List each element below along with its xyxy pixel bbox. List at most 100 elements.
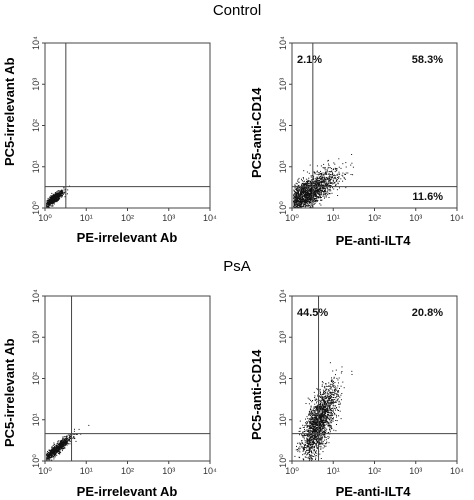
data-point <box>330 395 332 397</box>
data-point <box>331 407 333 409</box>
data-point <box>320 394 322 396</box>
data-point <box>55 454 56 456</box>
data-point <box>310 437 312 439</box>
data-point <box>297 191 298 193</box>
data-point <box>328 403 330 405</box>
data-point <box>301 201 303 203</box>
data-point <box>328 178 330 180</box>
data-point <box>66 441 68 443</box>
data-point <box>321 399 323 401</box>
data-point <box>328 409 330 411</box>
data-point <box>49 452 51 454</box>
data-point <box>325 406 327 408</box>
data-point <box>295 195 297 197</box>
data-point <box>321 437 323 439</box>
data-point <box>308 448 310 450</box>
data-point <box>331 192 333 194</box>
data-point <box>316 188 318 190</box>
data-point <box>333 380 334 382</box>
data-point <box>313 188 315 190</box>
data-point <box>315 198 317 199</box>
data-point <box>309 437 311 438</box>
data-point <box>320 448 322 450</box>
data-point <box>293 198 295 200</box>
data-point <box>48 456 50 458</box>
data-point <box>51 201 53 203</box>
data-point <box>308 425 310 427</box>
data-point <box>311 419 313 421</box>
data-point <box>299 430 301 432</box>
data-point <box>296 192 298 194</box>
data-point <box>321 423 323 425</box>
data-point <box>300 187 302 189</box>
data-point <box>66 193 68 195</box>
data-point <box>294 197 296 199</box>
data-point <box>330 399 332 401</box>
quadrant-label-upper-left: 44.5% <box>297 307 328 319</box>
data-point <box>333 188 335 190</box>
data-point <box>314 431 316 433</box>
data-point <box>311 415 313 417</box>
data-point <box>296 203 298 205</box>
data-point <box>306 440 308 441</box>
data-point <box>330 388 332 390</box>
data-point <box>63 438 65 440</box>
data-point <box>304 180 305 182</box>
data-point <box>47 205 49 207</box>
data-point <box>313 450 315 452</box>
data-point <box>323 427 325 428</box>
data-point <box>336 399 338 401</box>
data-point <box>351 370 353 372</box>
data-point <box>313 171 315 173</box>
data-point <box>327 400 329 402</box>
data-point <box>321 398 323 400</box>
data-point <box>325 196 327 198</box>
data-point <box>67 189 69 191</box>
data-point <box>304 204 306 206</box>
data-point <box>62 444 63 445</box>
data-point <box>303 436 305 438</box>
data-point <box>323 402 325 403</box>
data-point <box>310 441 312 443</box>
data-point <box>333 401 335 403</box>
data-point <box>315 437 317 438</box>
data-point <box>308 414 310 416</box>
data-point <box>309 188 311 189</box>
data-point <box>328 397 330 399</box>
data-point <box>302 458 304 460</box>
y-tick-label: 10² <box>31 372 41 385</box>
data-point <box>331 414 333 416</box>
data-point <box>331 413 333 415</box>
data-point <box>310 185 312 187</box>
data-point <box>316 407 318 409</box>
data-point <box>329 415 331 417</box>
data-point <box>328 398 330 400</box>
data-point <box>61 189 63 191</box>
data-point <box>311 452 313 453</box>
data-point <box>298 197 300 199</box>
data-point <box>320 173 322 175</box>
x-axis-label: PE-anti-ILT4 <box>335 484 411 499</box>
y-tick-label: 10² <box>278 119 288 132</box>
data-point <box>58 449 60 451</box>
data-point <box>314 425 316 427</box>
data-point <box>321 176 323 178</box>
data-point <box>324 401 326 403</box>
data-point <box>332 173 334 175</box>
psa-heading: PsA <box>223 258 251 275</box>
data-point <box>334 407 335 409</box>
data-point <box>309 434 311 435</box>
data-point <box>340 372 342 374</box>
data-point <box>314 432 316 434</box>
data-point <box>336 387 338 389</box>
data-point <box>311 458 313 459</box>
data-point <box>312 458 314 460</box>
data-point <box>59 448 61 450</box>
data-point <box>49 200 51 202</box>
data-point <box>294 204 296 206</box>
data-point <box>328 417 330 419</box>
data-point <box>308 185 310 187</box>
data-point <box>315 196 317 198</box>
data-point <box>333 399 335 401</box>
data-point <box>315 398 317 400</box>
